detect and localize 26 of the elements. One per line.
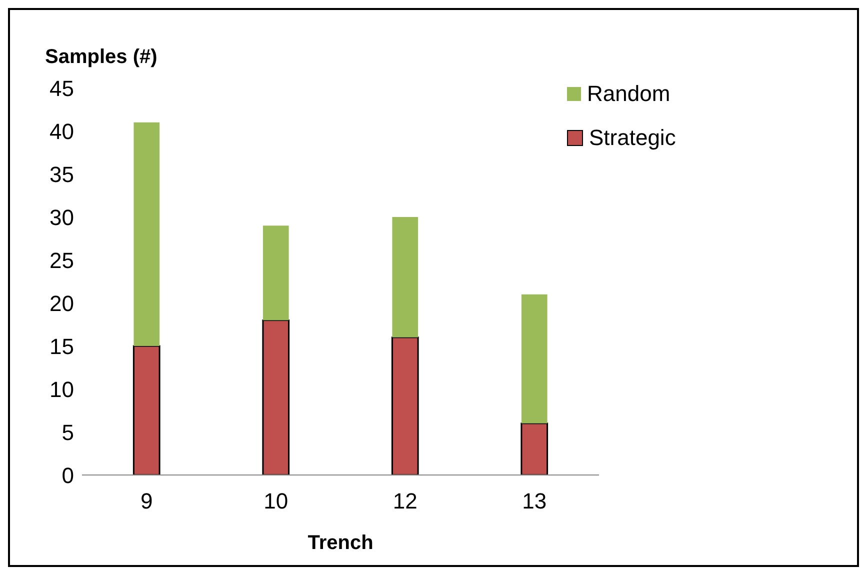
x-tick-label: 10	[264, 488, 288, 514]
x-axis-title: Trench	[308, 532, 374, 554]
x-tick-label: 13	[522, 488, 547, 514]
bar	[521, 294, 548, 424]
y-tick-label: 10	[50, 376, 74, 402]
y-tick-label: 35	[50, 162, 74, 187]
bar	[134, 122, 160, 346]
bar	[132, 345, 160, 475]
y-tick-label: 0	[62, 462, 74, 488]
x-tick-label: 9	[140, 488, 153, 514]
legend-label: Strategic	[589, 124, 676, 152]
y-tick-label: 5	[62, 420, 74, 445]
bar	[262, 319, 290, 475]
bar	[392, 217, 418, 338]
y-tick-label: 40	[50, 118, 74, 144]
y-tick-label: 25	[50, 248, 74, 273]
x-tick-label: 12	[392, 488, 418, 514]
bar	[391, 336, 419, 475]
y-tick-label: 15	[50, 334, 74, 359]
bar	[262, 226, 289, 320]
y-tick-label: 20	[50, 290, 74, 316]
y-tick-label: 30	[50, 204, 74, 230]
legend-label: Random	[587, 80, 670, 108]
bar	[520, 422, 548, 475]
y-axis-title: Samples (#)	[45, 46, 158, 69]
y-tick-label: 45	[50, 76, 74, 101]
